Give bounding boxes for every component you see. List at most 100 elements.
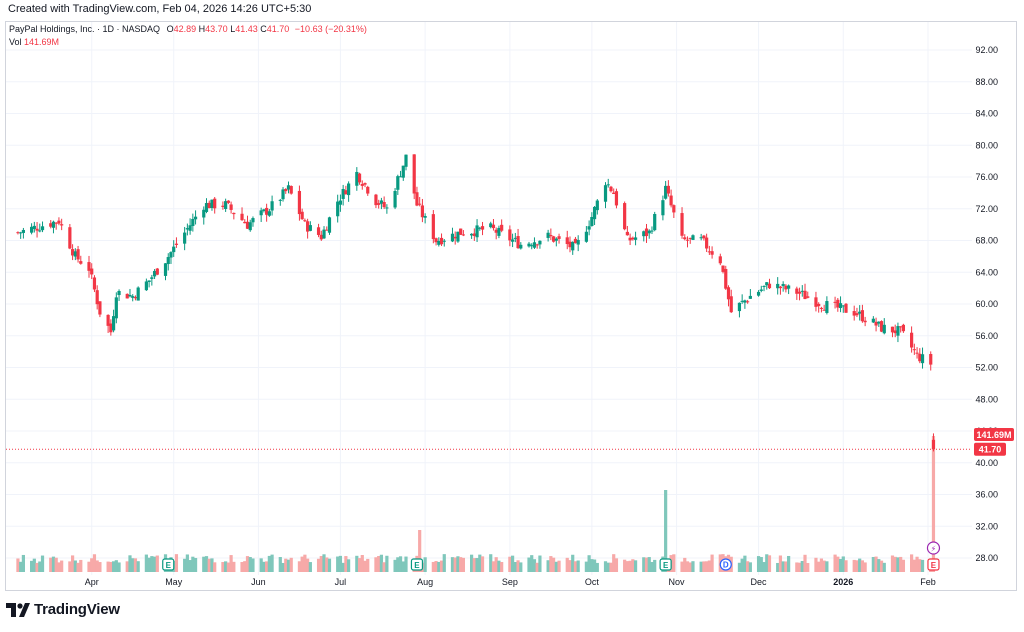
volume-bar [500, 562, 504, 572]
legend-change: −10.63 (−20.31%) [294, 24, 367, 34]
candle-body [912, 349, 916, 351]
candle-body [609, 186, 613, 192]
volume-bar [855, 560, 859, 572]
candle-body [336, 201, 340, 217]
candle [32, 221, 36, 233]
volume-bar [338, 555, 343, 572]
candle [691, 234, 695, 241]
split-marker-circle [926, 541, 941, 555]
volume-bar [150, 556, 154, 572]
candle [404, 154, 408, 171]
candle [54, 222, 58, 230]
candle [322, 226, 326, 240]
candle-body [188, 225, 192, 231]
volume-bar [800, 560, 804, 572]
volume-bar [278, 557, 282, 572]
tradingview-logo-icon [6, 602, 30, 617]
volume-bar [759, 557, 763, 572]
candle [366, 185, 370, 196]
candle [787, 284, 791, 295]
candle [625, 225, 629, 236]
volume-bar [576, 560, 580, 572]
candle-body [546, 232, 550, 238]
candle [267, 208, 271, 217]
candle-body [568, 241, 572, 248]
candle [303, 218, 307, 223]
candle [131, 294, 135, 302]
candle [38, 223, 42, 233]
volume-bar [573, 561, 578, 572]
candle [819, 306, 824, 313]
candle-body [109, 323, 113, 333]
candle-body [650, 230, 654, 232]
candle [418, 197, 422, 207]
candle-body [270, 201, 274, 211]
candle [73, 248, 77, 261]
volume-bar [38, 561, 42, 572]
candle-body [893, 330, 897, 334]
candle-body [740, 300, 744, 302]
volume-bar [519, 562, 523, 572]
candle [133, 295, 138, 301]
candle [664, 180, 668, 200]
chart-frame [5, 21, 1017, 591]
y-tick-label: 84.00 [975, 109, 998, 119]
candle-body [300, 211, 304, 220]
volume-bar [469, 554, 474, 572]
x-tick-label: Apr [85, 577, 99, 587]
candle-body [450, 233, 455, 242]
volume-bar [79, 559, 83, 572]
candle [265, 203, 269, 222]
candle-body [401, 165, 405, 178]
split-marker: ⚡ [926, 541, 941, 555]
candle-body [494, 229, 498, 233]
candle [202, 206, 206, 225]
candle-body [497, 227, 501, 236]
candle [163, 263, 168, 281]
volume-bar [879, 560, 884, 572]
volume-bar [475, 558, 479, 572]
volume-bar [21, 554, 25, 572]
candle-body [21, 229, 25, 233]
candle-body [759, 289, 763, 291]
volume-bar [32, 558, 36, 572]
candle-body [70, 249, 75, 256]
tradingview-wordmark: TradingView [34, 601, 120, 618]
y-tick-label: 36.00 [975, 490, 998, 500]
candle [500, 219, 504, 233]
legend-close-value: 41.70 [266, 24, 290, 34]
volume-bar [147, 557, 151, 572]
candle-body [822, 309, 826, 311]
volume-bar [746, 561, 750, 572]
x-tick-label: Jun [251, 577, 266, 587]
volume-bar [213, 562, 217, 572]
volume-bar [450, 557, 455, 572]
volume-bar [202, 556, 206, 572]
tradingview-logo[interactable]: TradingView [6, 601, 120, 618]
candle-body [221, 205, 225, 207]
candle-body [508, 229, 512, 241]
x-tick-label: Feb [920, 577, 936, 587]
volume-bar [303, 554, 307, 572]
candle-body [817, 303, 821, 307]
legend-low-value: 41.43 [235, 24, 258, 34]
candle-body [150, 277, 154, 279]
volume-bar [863, 562, 867, 572]
candle [35, 222, 39, 238]
earnings-marker: E [410, 558, 424, 571]
candle-body [795, 288, 799, 294]
candle [803, 283, 807, 300]
candle [530, 243, 534, 250]
candle-body [136, 287, 140, 301]
candle [497, 225, 501, 239]
candle [204, 198, 209, 214]
candle-body [530, 245, 534, 247]
candle [877, 321, 881, 327]
volume-bar [70, 555, 75, 572]
volume-bar [890, 555, 895, 572]
candle [109, 319, 113, 336]
candle-body [379, 200, 384, 204]
volume-bar [647, 557, 651, 572]
candle [341, 184, 345, 206]
